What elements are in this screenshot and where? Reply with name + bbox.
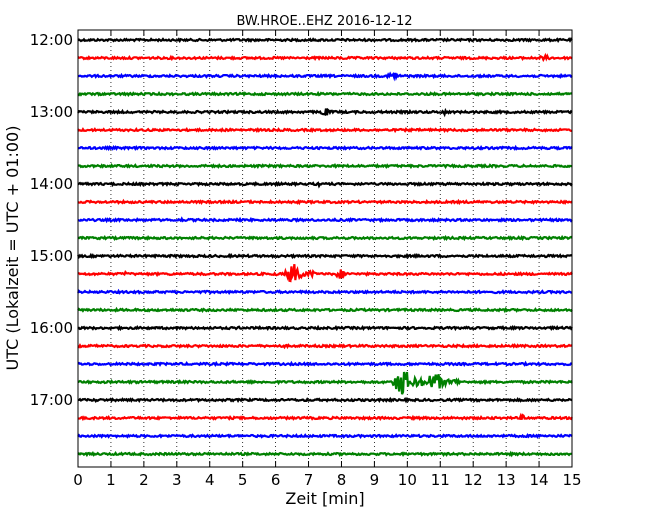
x-tick-label: 3 [172, 471, 182, 489]
x-tick-label: 7 [304, 471, 314, 489]
trace-1630 [77, 360, 573, 368]
x-axis-label: Zeit [min] [285, 489, 364, 508]
y-tick-label: 13:00 [30, 103, 73, 121]
trace-1530 [77, 288, 573, 296]
trace-1500 [77, 252, 573, 260]
trace-1615 [77, 342, 573, 350]
trace-1330 [77, 144, 573, 152]
x-tick-label: 12 [464, 471, 483, 489]
y-axis-label: UTC (Lokalzeit = UTC + 01:00) [3, 126, 22, 371]
trace-1445 [77, 234, 573, 242]
trace-1515 [77, 264, 573, 283]
y-tick-label: 15:00 [30, 247, 73, 265]
trace-1215 [77, 52, 573, 63]
trace-1645 [77, 371, 573, 395]
x-tick-label: 9 [370, 471, 380, 489]
trace-1200 [77, 37, 573, 44]
y-tick-label: 16:00 [30, 319, 73, 337]
x-tick-label: 8 [337, 471, 347, 489]
x-tick-label: 11 [431, 471, 450, 489]
trace-1300 [77, 107, 573, 118]
trace-1745 [77, 450, 573, 458]
grid-lines [110, 30, 540, 467]
x-tick-label: 1 [106, 471, 116, 489]
plot-frame [77, 29, 573, 468]
trace-1545 [77, 306, 573, 314]
trace-1715 [77, 412, 573, 422]
x-tick-label: 5 [238, 471, 248, 489]
seismic-traces [77, 37, 573, 458]
x-tick-label: 0 [73, 471, 83, 489]
y-tick-label: 17:00 [30, 391, 73, 409]
trace-1315 [77, 127, 573, 134]
trace-1230 [77, 71, 573, 82]
x-tick-label: 2 [139, 471, 149, 489]
y-axis-ticks: 12:00 13:00 14:00 15:00 16:00 17:00 [30, 31, 572, 409]
x-tick-label: 6 [271, 471, 281, 489]
trace-1415 [77, 198, 573, 206]
trace-1400 [77, 180, 573, 189]
trace-1730 [77, 433, 573, 440]
trace-1245 [77, 90, 573, 97]
y-tick-label: 12:00 [30, 31, 73, 49]
x-tick-label: 14 [530, 471, 549, 489]
trace-1430 [77, 216, 573, 224]
x-tick-label: 15 [562, 471, 581, 489]
y-tick-label: 14:00 [30, 175, 73, 193]
x-tick-label: 4 [205, 471, 215, 489]
trace-1345 [77, 163, 573, 170]
trace-1600 [77, 324, 573, 332]
x-axis-ticks: 0 1 2 3 4 5 6 7 8 9 10 11 12 13 14 15 [73, 30, 582, 489]
x-tick-label: 10 [398, 471, 417, 489]
x-tick-label: 13 [497, 471, 516, 489]
chart-title: BW.HROE..EHZ 2016-12-12 [236, 14, 412, 29]
trace-1700 [77, 396, 573, 404]
